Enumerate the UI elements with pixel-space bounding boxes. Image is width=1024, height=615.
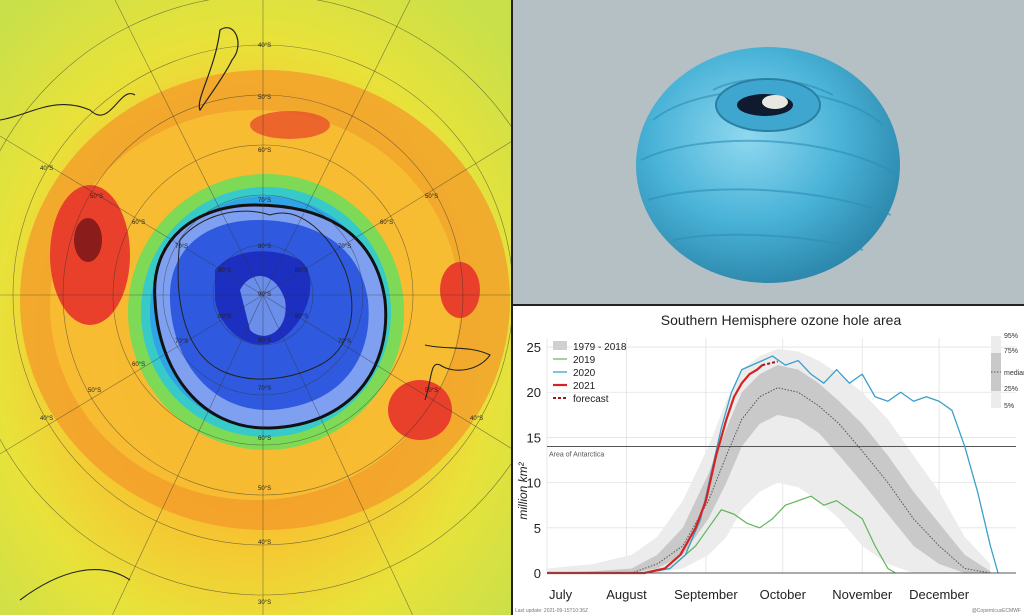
x-tick-label-november: November — [832, 587, 893, 602]
ozone-hotspot-northeast — [440, 262, 480, 318]
lat-label-80-right: 80°S — [295, 268, 308, 274]
y-tick-label-0: 0 — [534, 566, 541, 581]
ozone-polar-map: 40°S 50°S 60°S 70°S 80°S 90°S 80°S 70°S … — [0, 0, 511, 615]
percentile-label-0: 95% — [1004, 333, 1018, 340]
panel-divider-horizontal — [513, 304, 1024, 306]
antarctica-area-label: Area of Antarctica — [549, 451, 604, 458]
ozone-map-graphic: 40°S 50°S 60°S 70°S 80°S 90°S 80°S 70°S … — [0, 0, 511, 615]
series-forecast — [762, 360, 778, 367]
y-tick-label-15: 15 — [527, 430, 541, 445]
lat-label-50-right: 50°S — [425, 194, 438, 200]
coastline-south-america — [424, 344, 491, 401]
series-median — [547, 387, 991, 574]
lat-label-50-lower-left: 50°S — [88, 388, 101, 394]
legend-swatch-climatology — [553, 341, 567, 350]
vortex-inner-core — [762, 95, 788, 109]
x-tick-label-july: July — [549, 587, 573, 602]
percentile-label-2: median — [1004, 370, 1024, 377]
lat-label-70-top: 70°S — [258, 198, 271, 204]
x-tick-label-october: October — [760, 587, 807, 602]
lat-label-80-lower-right: 80°S — [295, 314, 308, 320]
chart-svg: Southern Hemisphere ozone hole area 0 5 10… — [515, 312, 1024, 614]
percentile-label-4: 5% — [1004, 403, 1014, 410]
percentile-label-1: 75% — [1004, 348, 1018, 355]
lat-label-80-lower-left: 80°S — [218, 314, 231, 320]
lat-label-70-lower-right: 70°S — [338, 339, 351, 345]
lat-label-60-top: 60°S — [258, 148, 271, 154]
lat-label-90-center: 90°S — [258, 292, 271, 298]
band-5-95 — [547, 348, 991, 573]
lat-label-40-lower-left: 40°S — [40, 416, 53, 422]
footer-credit: @CopernicusECMWF — [972, 608, 1021, 614]
percentile-label-3: 25% — [1004, 386, 1018, 393]
lat-label-40-left: 40°S — [40, 166, 53, 172]
percentile-bar-inner — [991, 353, 1001, 391]
legend-label-s2020: 2020 — [573, 368, 596, 379]
lat-label-40-lower-right: 40°S — [470, 416, 483, 422]
coastline-australia — [0, 92, 136, 121]
legend-label-climatology: 1979 - 2018 — [573, 342, 627, 353]
legend-label-s2019: 2019 — [573, 355, 596, 366]
series-2019 — [547, 495, 896, 574]
panel-divider-vertical — [511, 0, 513, 615]
vortex-globe-sphere — [636, 47, 900, 283]
graticule-meridians — [0, 0, 511, 615]
plot-area: 0 5 10 15 20 25 July August September October Nove… — [527, 333, 1024, 602]
ozone-hotspot-west-core — [74, 218, 102, 262]
x-tick-label-december: December — [909, 587, 970, 602]
lat-label-60-right: 60°S — [380, 220, 393, 226]
lat-label-60-left: 60°S — [132, 220, 145, 226]
x-tick-label-september: September — [674, 587, 738, 602]
lat-label-70-left: 70°S — [175, 244, 188, 250]
y-tick-label-5: 5 — [534, 521, 541, 536]
coastline-new-zealand — [198, 27, 239, 112]
ozone-hotspot-east — [388, 380, 452, 440]
band-25-75 — [547, 365, 991, 573]
lat-label-50-left: 50°S — [90, 194, 103, 200]
y-tick-label-10: 10 — [527, 476, 541, 491]
lat-label-80-bottom: 80°S — [258, 338, 271, 344]
y-tick-label-25: 25 — [527, 340, 541, 355]
lat-label-30-bottom: 30°S — [258, 600, 271, 606]
latitude-labels: 40°S 50°S 60°S 70°S 80°S 90°S 80°S 70°S … — [40, 43, 483, 606]
footer-last-update: Last update: 2021-09-15T10:36Z — [515, 608, 588, 614]
x-tick-label-august: August — [606, 587, 647, 602]
legend-label-forecast: forecast — [573, 394, 609, 405]
lat-label-70-bottom: 70°S — [258, 386, 271, 392]
y-axis-label: million km² — [516, 461, 530, 519]
lat-label-40-bottom: 40°S — [258, 540, 271, 546]
lat-label-60-bottom: 60°S — [258, 436, 271, 442]
lat-label-80-top: 80°S — [258, 244, 271, 250]
lat-label-80-left: 80°S — [218, 268, 231, 274]
lat-label-40-top: 40°S — [258, 43, 271, 49]
vortex-globe-graphic — [636, 47, 900, 283]
legend-label-s2021: 2021 — [573, 381, 596, 392]
ozone-hole-area-chart: Southern Hemisphere ozone hole area 0 5 10… — [513, 306, 1024, 615]
lat-label-70-lower-left: 70°S — [175, 339, 188, 345]
chart-title: Southern Hemisphere ozone hole area — [661, 312, 902, 328]
lat-label-50-lower-right: 50°S — [425, 388, 438, 394]
lat-label-50-bottom: 50°S — [258, 486, 271, 492]
series-2021 — [547, 364, 764, 575]
lat-label-70-right: 70°S — [338, 244, 351, 250]
lat-label-60-lower-left: 60°S — [132, 362, 145, 368]
y-tick-label-20: 20 — [527, 385, 541, 400]
ozone-hotspot-north — [250, 111, 330, 139]
coastline-antarctica — [177, 210, 353, 380]
coastline-africa — [19, 569, 131, 601]
lat-label-50-top: 50°S — [258, 95, 271, 101]
vortex-globe-render — [513, 0, 1024, 304]
